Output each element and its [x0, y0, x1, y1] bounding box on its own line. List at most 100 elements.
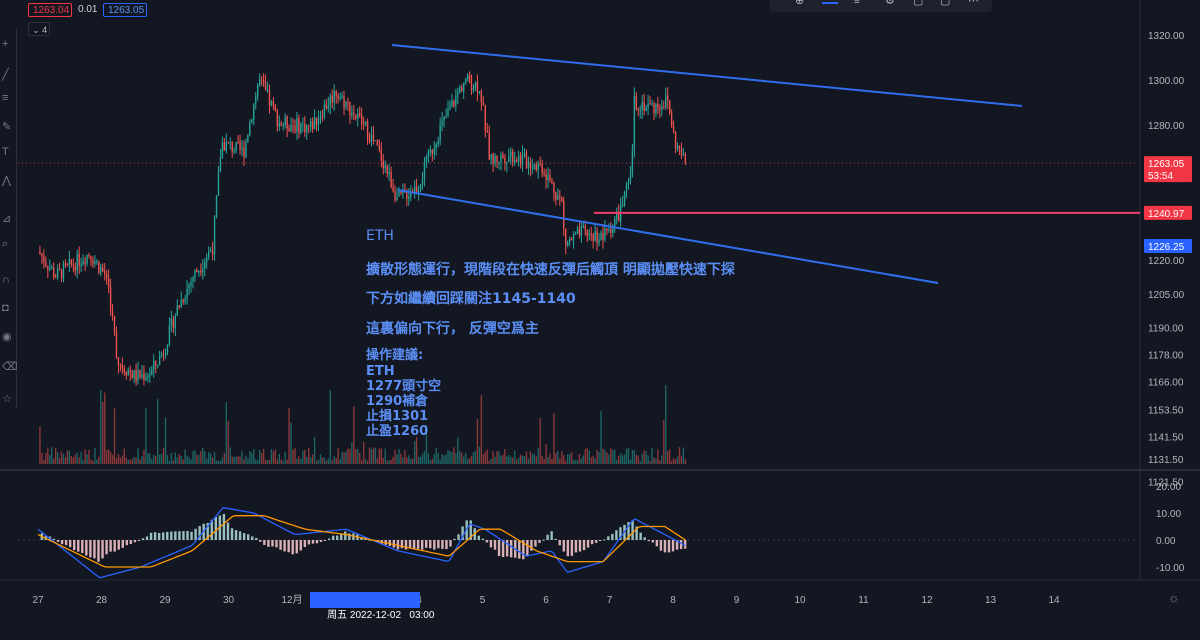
- macd-histogram-bar: [562, 540, 565, 552]
- candle-body: [665, 95, 667, 108]
- price-chart[interactable]: 1320.001300.001280.001263.0553:541240.97…: [0, 0, 1200, 608]
- macd-histogram-bar: [542, 539, 545, 541]
- volume-bar: [639, 460, 641, 464]
- time-tick-label: 30: [223, 595, 235, 606]
- fib-icon[interactable]: ≡: [2, 92, 9, 104]
- volume-bar: [398, 449, 400, 464]
- lock-drawings-icon[interactable]: ◘: [2, 302, 9, 314]
- macd-histogram-bar: [509, 540, 513, 558]
- bid-price-box[interactable]: 1263.04: [28, 3, 72, 17]
- volume-bar: [323, 457, 326, 464]
- candle-body: [437, 141, 439, 145]
- volume-bar: [670, 460, 673, 464]
- macd-histogram-bar: [643, 537, 646, 540]
- volume-bar: [572, 460, 575, 464]
- trash-icon[interactable]: ⌫: [2, 361, 18, 373]
- macd-histogram-bar: [194, 528, 197, 540]
- magnet-icon[interactable]: ∩: [2, 274, 10, 286]
- candle-body: [523, 152, 526, 155]
- volume-bar: [504, 448, 506, 464]
- candle-body: [335, 90, 337, 96]
- candle-body: [258, 79, 261, 86]
- candle-body: [645, 107, 647, 111]
- candle-body: [227, 141, 229, 143]
- line-style-icon[interactable]: [822, 2, 838, 4]
- text-icon[interactable]: T: [2, 146, 9, 158]
- candle-body: [319, 116, 322, 120]
- candle-body: [561, 197, 563, 201]
- volume-bar: [102, 402, 104, 464]
- trendline-icon[interactable]: ╱: [2, 69, 9, 81]
- volume-bar: [308, 448, 310, 464]
- volume-bar: [608, 454, 610, 464]
- candle-body: [178, 305, 180, 308]
- volume-bar: [117, 453, 120, 464]
- volume-bar: [221, 457, 224, 464]
- zoom-icon[interactable]: ⌕: [2, 238, 9, 250]
- lock-icon[interactable]: ▢: [913, 0, 924, 7]
- brush-icon[interactable]: ✎: [2, 121, 12, 133]
- volume-bar: [576, 460, 579, 464]
- volume-bar: [386, 460, 388, 464]
- candle-body: [278, 123, 280, 127]
- volume-bar: [529, 451, 532, 464]
- macd-histogram-bar: [530, 540, 533, 551]
- candle-body: [596, 231, 598, 244]
- volume-bar: [233, 456, 235, 464]
- crosshair-icon[interactable]: +: [2, 38, 9, 50]
- volume-bar: [223, 453, 226, 464]
- volume-bar: [468, 458, 471, 464]
- candle-body: [286, 116, 288, 129]
- candle-body: [529, 161, 532, 169]
- template-icon[interactable]: ⊕: [795, 0, 805, 7]
- time-tick-label: 27: [32, 595, 44, 606]
- favorites-icon[interactable]: ☆: [2, 393, 12, 405]
- time-tick-label: 12月: [281, 594, 302, 606]
- macd-histogram-bar: [311, 540, 315, 544]
- more-icon[interactable]: ⋯: [968, 0, 979, 7]
- volume-bar: [435, 447, 437, 464]
- candle-body: [180, 299, 182, 308]
- candle-body: [496, 155, 498, 162]
- candle-body: [331, 95, 333, 103]
- delete-icon[interactable]: ▢: [940, 0, 951, 7]
- volume-bar: [329, 390, 331, 464]
- candle-body: [53, 267, 55, 277]
- volume-bar: [574, 460, 577, 464]
- candle-body: [200, 270, 202, 273]
- price-tag-bg: [1144, 205, 1192, 220]
- left-toolbar: + ╱ ≡ ✎ T ⋀ ⊿ ⌕ ∩ ◘ ◉ ⌫ ☆: [0, 28, 18, 408]
- candle-body: [72, 264, 74, 266]
- volume-bar: [480, 395, 483, 464]
- indicator-toggle[interactable]: ⌄ 4: [28, 22, 50, 36]
- settings-icon[interactable]: ⚙: [885, 0, 895, 7]
- volume-bar: [417, 457, 420, 464]
- candle-body: [472, 87, 475, 91]
- price-tick-label: 1121.50: [1148, 478, 1184, 489]
- candle-body: [590, 233, 592, 235]
- eye-icon[interactable]: ◉: [2, 331, 12, 343]
- note-advice-title: 操作建議:: [366, 348, 424, 363]
- ask-price-box[interactable]: 1263.05: [103, 3, 147, 17]
- ruler-icon[interactable]: ⊿: [2, 213, 12, 225]
- candle-body: [474, 82, 477, 88]
- volume-bar: [498, 451, 500, 464]
- pattern-icon[interactable]: ⋀: [2, 175, 12, 187]
- volume-bar: [327, 458, 330, 464]
- volume-bar: [292, 449, 294, 464]
- candle-body: [198, 270, 200, 273]
- volume-bar: [680, 455, 683, 464]
- candle-body: [243, 147, 245, 158]
- volume-bar: [92, 460, 94, 464]
- volume-bar: [53, 458, 55, 464]
- macd-histogram-bar: [327, 538, 331, 540]
- macd-histogram-bar: [307, 540, 311, 545]
- settings-gear-icon[interactable]: ☼: [1168, 590, 1180, 605]
- macd-histogram-bar: [619, 527, 622, 540]
- macd-histogram-bar: [226, 522, 230, 540]
- line-width-icon[interactable]: ≡: [854, 0, 860, 7]
- candle-body: [386, 165, 388, 174]
- volume-bar: [384, 448, 386, 464]
- volume-bar: [119, 457, 122, 464]
- volume-bar: [225, 402, 228, 464]
